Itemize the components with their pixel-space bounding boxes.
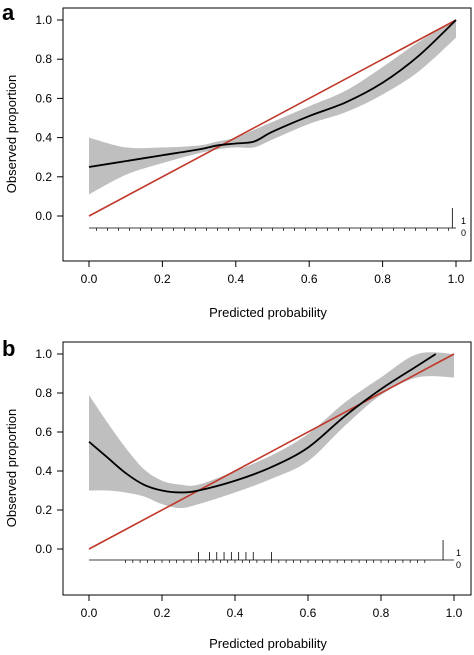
x-tick-label-a-5: 1.0 bbox=[448, 272, 465, 286]
x-axis-title-a: Predicted probability bbox=[209, 305, 327, 320]
x-tick-label-a-2: 0.4 bbox=[227, 272, 244, 286]
y-tick-label-a-1: 0.2 bbox=[35, 170, 52, 184]
calibration-curve-a bbox=[88, 19, 457, 168]
rug-a bbox=[89, 208, 456, 231]
x-tick-label-b-1: 0.2 bbox=[154, 606, 171, 620]
x-tick-label-a-0: 0.0 bbox=[81, 272, 98, 286]
confidence-band-area-b bbox=[89, 352, 454, 509]
y-tick-label-a-0: 0.0 bbox=[35, 209, 52, 223]
calibration-curve-b bbox=[88, 353, 437, 494]
y-tick-label-b-3: 0.6 bbox=[35, 425, 52, 439]
y-tick-label-b-0: 0.0 bbox=[35, 542, 52, 556]
y-tick-label-a-4: 0.8 bbox=[35, 52, 52, 66]
ticks-b: 0.0 0.2 0.4 0.6 0.8 1.0 0.0 0.2 0.4 0.6 0.8 1.0 bbox=[35, 347, 462, 620]
panel-letter-a: a bbox=[2, 0, 15, 25]
x-tick-label-b-0: 0.0 bbox=[81, 606, 98, 620]
y-axis-title-a: Observed proportion bbox=[4, 75, 19, 194]
x-tick-label-a-1: 0.2 bbox=[154, 272, 171, 286]
rug-label-0-a: 0 bbox=[461, 228, 466, 238]
x-tick-label-b-3: 0.6 bbox=[300, 606, 317, 620]
ideal-calibration-line-b bbox=[88, 353, 455, 550]
confidence-band-area-a bbox=[89, 20, 456, 195]
x-tick-label-b-2: 0.4 bbox=[227, 606, 244, 620]
rug-b bbox=[89, 540, 454, 563]
y-tick-label-b-1: 0.2 bbox=[35, 503, 52, 517]
y-tick-label-a-5: 1.0 bbox=[35, 13, 52, 27]
y-tick-label-b-5: 1.0 bbox=[35, 347, 52, 361]
y-tick-label-b-2: 0.4 bbox=[35, 464, 52, 478]
x-tick-label-a-4: 0.8 bbox=[374, 272, 391, 286]
calibration-curve-line-a bbox=[88, 19, 457, 168]
calibration-curve-line-b bbox=[88, 353, 437, 494]
rug-label-0-b: 0 bbox=[456, 560, 461, 570]
plot-frame-b bbox=[62, 341, 472, 596]
ticks-a: 0.0 0.2 0.4 0.6 0.8 1.0 0.0 0.2 0.4 0.6 0.8 1.0 bbox=[35, 13, 464, 286]
confidence-band-b bbox=[89, 352, 454, 509]
panel-b: b 0.0 0.2 0.4 0.6 0.8 1.0 0.0 0.2 0.4 0.6 0.8 1.0 1… bbox=[2, 336, 472, 651]
rug-label-1-b: 1 bbox=[456, 548, 461, 558]
y-axis-title-b: Observed proportion bbox=[4, 409, 19, 528]
x-tick-label-b-5: 1.0 bbox=[446, 606, 463, 620]
ideal-calibration-line-a bbox=[88, 19, 457, 217]
reference-line-b bbox=[88, 353, 455, 550]
y-tick-label-b-4: 0.8 bbox=[35, 386, 52, 400]
plot-frame-a bbox=[62, 7, 472, 262]
panel-a: a 0.0 0.2 0.4 0.6 0.8 1.0 0.0 0.2 0.4 0.6 0.8 1.0 1… bbox=[2, 0, 472, 320]
x-axis-title-b: Predicted probability bbox=[209, 636, 327, 651]
rug-label-1-a: 1 bbox=[461, 216, 466, 226]
confidence-band-a bbox=[89, 20, 456, 195]
x-tick-label-b-4: 0.8 bbox=[373, 606, 390, 620]
panel-letter-b: b bbox=[2, 336, 15, 361]
reference-line-a bbox=[88, 19, 457, 217]
x-tick-label-a-3: 0.6 bbox=[301, 272, 318, 286]
y-tick-label-a-2: 0.4 bbox=[35, 131, 52, 145]
y-tick-label-a-3: 0.6 bbox=[35, 91, 52, 105]
